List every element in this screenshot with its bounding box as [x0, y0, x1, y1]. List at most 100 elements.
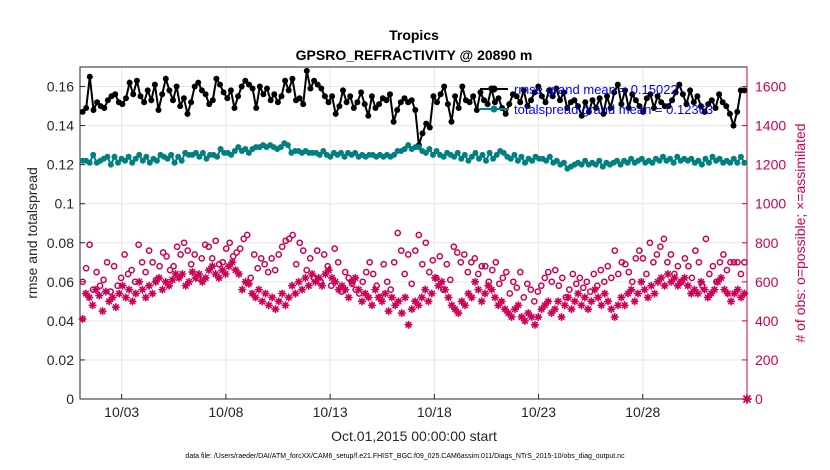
possible-point: [436, 253, 444, 260]
possible-point: [520, 294, 528, 301]
totalspread-point: [716, 155, 723, 162]
assimilated-point: [208, 262, 217, 271]
assimilated-point: [670, 273, 679, 283]
rmse-point: [264, 85, 270, 92]
assimilated-point: [657, 273, 666, 283]
assimilated-point: [440, 285, 450, 294]
possible-point: [149, 258, 156, 266]
possible-point: [418, 260, 426, 268]
possible-point: [334, 258, 342, 266]
right-tick-label: 1200: [755, 157, 786, 173]
totalspread-point: [582, 157, 589, 164]
rmse-point: [741, 87, 748, 94]
totalspread-point: [649, 159, 656, 166]
right-tick-label: 800: [755, 235, 779, 251]
assimilated-point: [384, 307, 393, 316]
x-tick-label: 10/28: [625, 404, 660, 420]
rmse-point: [434, 99, 440, 106]
rmse-point: [350, 105, 357, 111]
totalspread-point: [543, 157, 550, 164]
rmse-point: [437, 91, 444, 98]
rmse-point: [361, 101, 368, 108]
rmse-point: [217, 81, 223, 88]
possible-point: [488, 266, 496, 274]
possible-point: [541, 274, 549, 282]
rmse-point: [701, 108, 708, 115]
totalspread-point: [674, 153, 681, 160]
rmse-point: [466, 99, 473, 106]
rmse-point: [546, 87, 553, 94]
totalspread-point: [415, 144, 422, 151]
assimilated-point: [437, 277, 446, 286]
totalspread-point: [698, 161, 705, 168]
possible-point: [569, 270, 577, 278]
assimilated-point: [564, 293, 573, 302]
possible-point: [142, 268, 149, 276]
totalspread-point: [624, 159, 631, 166]
assimilated-point: [367, 301, 377, 310]
totalspread-point: [391, 151, 397, 158]
possible-point: [229, 253, 237, 260]
possible-point: [184, 247, 192, 254]
possible-point: [233, 249, 241, 256]
rmse-point: [321, 93, 328, 100]
possible-point: [720, 251, 727, 258]
totalspread-point: [168, 151, 175, 158]
totalspread-point: [129, 159, 136, 166]
possible-point: [177, 251, 184, 258]
possible-point: [692, 247, 699, 254]
totalspread-point: [522, 159, 528, 166]
legend-spread-marker: [490, 105, 498, 113]
rmse-point: [235, 93, 242, 100]
assimilated-point: [131, 289, 140, 298]
rmse-point: [220, 89, 227, 96]
possible-point: [285, 235, 293, 243]
possible-point: [320, 251, 328, 258]
possible-point: [138, 258, 146, 266]
rmse-point: [513, 93, 520, 100]
totalspread-point: [734, 159, 741, 166]
assimilated-point: [560, 301, 569, 310]
possible-point: [723, 266, 731, 274]
totalspread-point: [228, 151, 235, 158]
possible-point: [222, 245, 230, 252]
totalspread-point: [695, 157, 702, 164]
assimilated-point: [95, 291, 104, 300]
totalspread-point: [245, 149, 252, 156]
totalspread-point: [592, 161, 599, 168]
assimilated-point: [514, 301, 523, 310]
totalspread-point: [122, 157, 129, 164]
rmse-point: [495, 95, 502, 102]
totalspread-point: [146, 159, 153, 166]
assimilated-point: [397, 308, 406, 318]
assimilated-point: [650, 289, 659, 298]
assimilated-point: [148, 289, 157, 298]
totalspread-point: [458, 155, 465, 162]
right-tick-label: 1000: [755, 196, 786, 212]
rmse-point: [683, 101, 690, 108]
totalspread-point: [709, 153, 716, 160]
possible-point: [730, 258, 738, 266]
x-tick-label: 10/23: [521, 404, 556, 420]
totalspread-point: [578, 161, 585, 168]
totalspread-point: [472, 149, 479, 156]
possible-point: [572, 280, 580, 288]
possible-point: [635, 247, 643, 254]
rmse-point: [256, 83, 263, 90]
possible-point: [716, 258, 724, 266]
rmse-point: [86, 73, 93, 80]
assimilated-point: [284, 293, 293, 302]
possible-point: [124, 270, 132, 278]
rmse-point: [564, 105, 571, 111]
totalspread-point: [741, 159, 748, 166]
assimilated-point: [81, 289, 91, 298]
rmse-point: [575, 103, 581, 110]
assimilated-point: [85, 293, 94, 302]
possible-point: [660, 235, 668, 243]
rmse-point: [278, 93, 285, 100]
assimilated-point: [168, 275, 177, 284]
rmse-point: [246, 81, 252, 88]
assimilated-point: [145, 281, 154, 290]
possible-point: [530, 298, 538, 305]
totalspread-point: [217, 146, 224, 152]
